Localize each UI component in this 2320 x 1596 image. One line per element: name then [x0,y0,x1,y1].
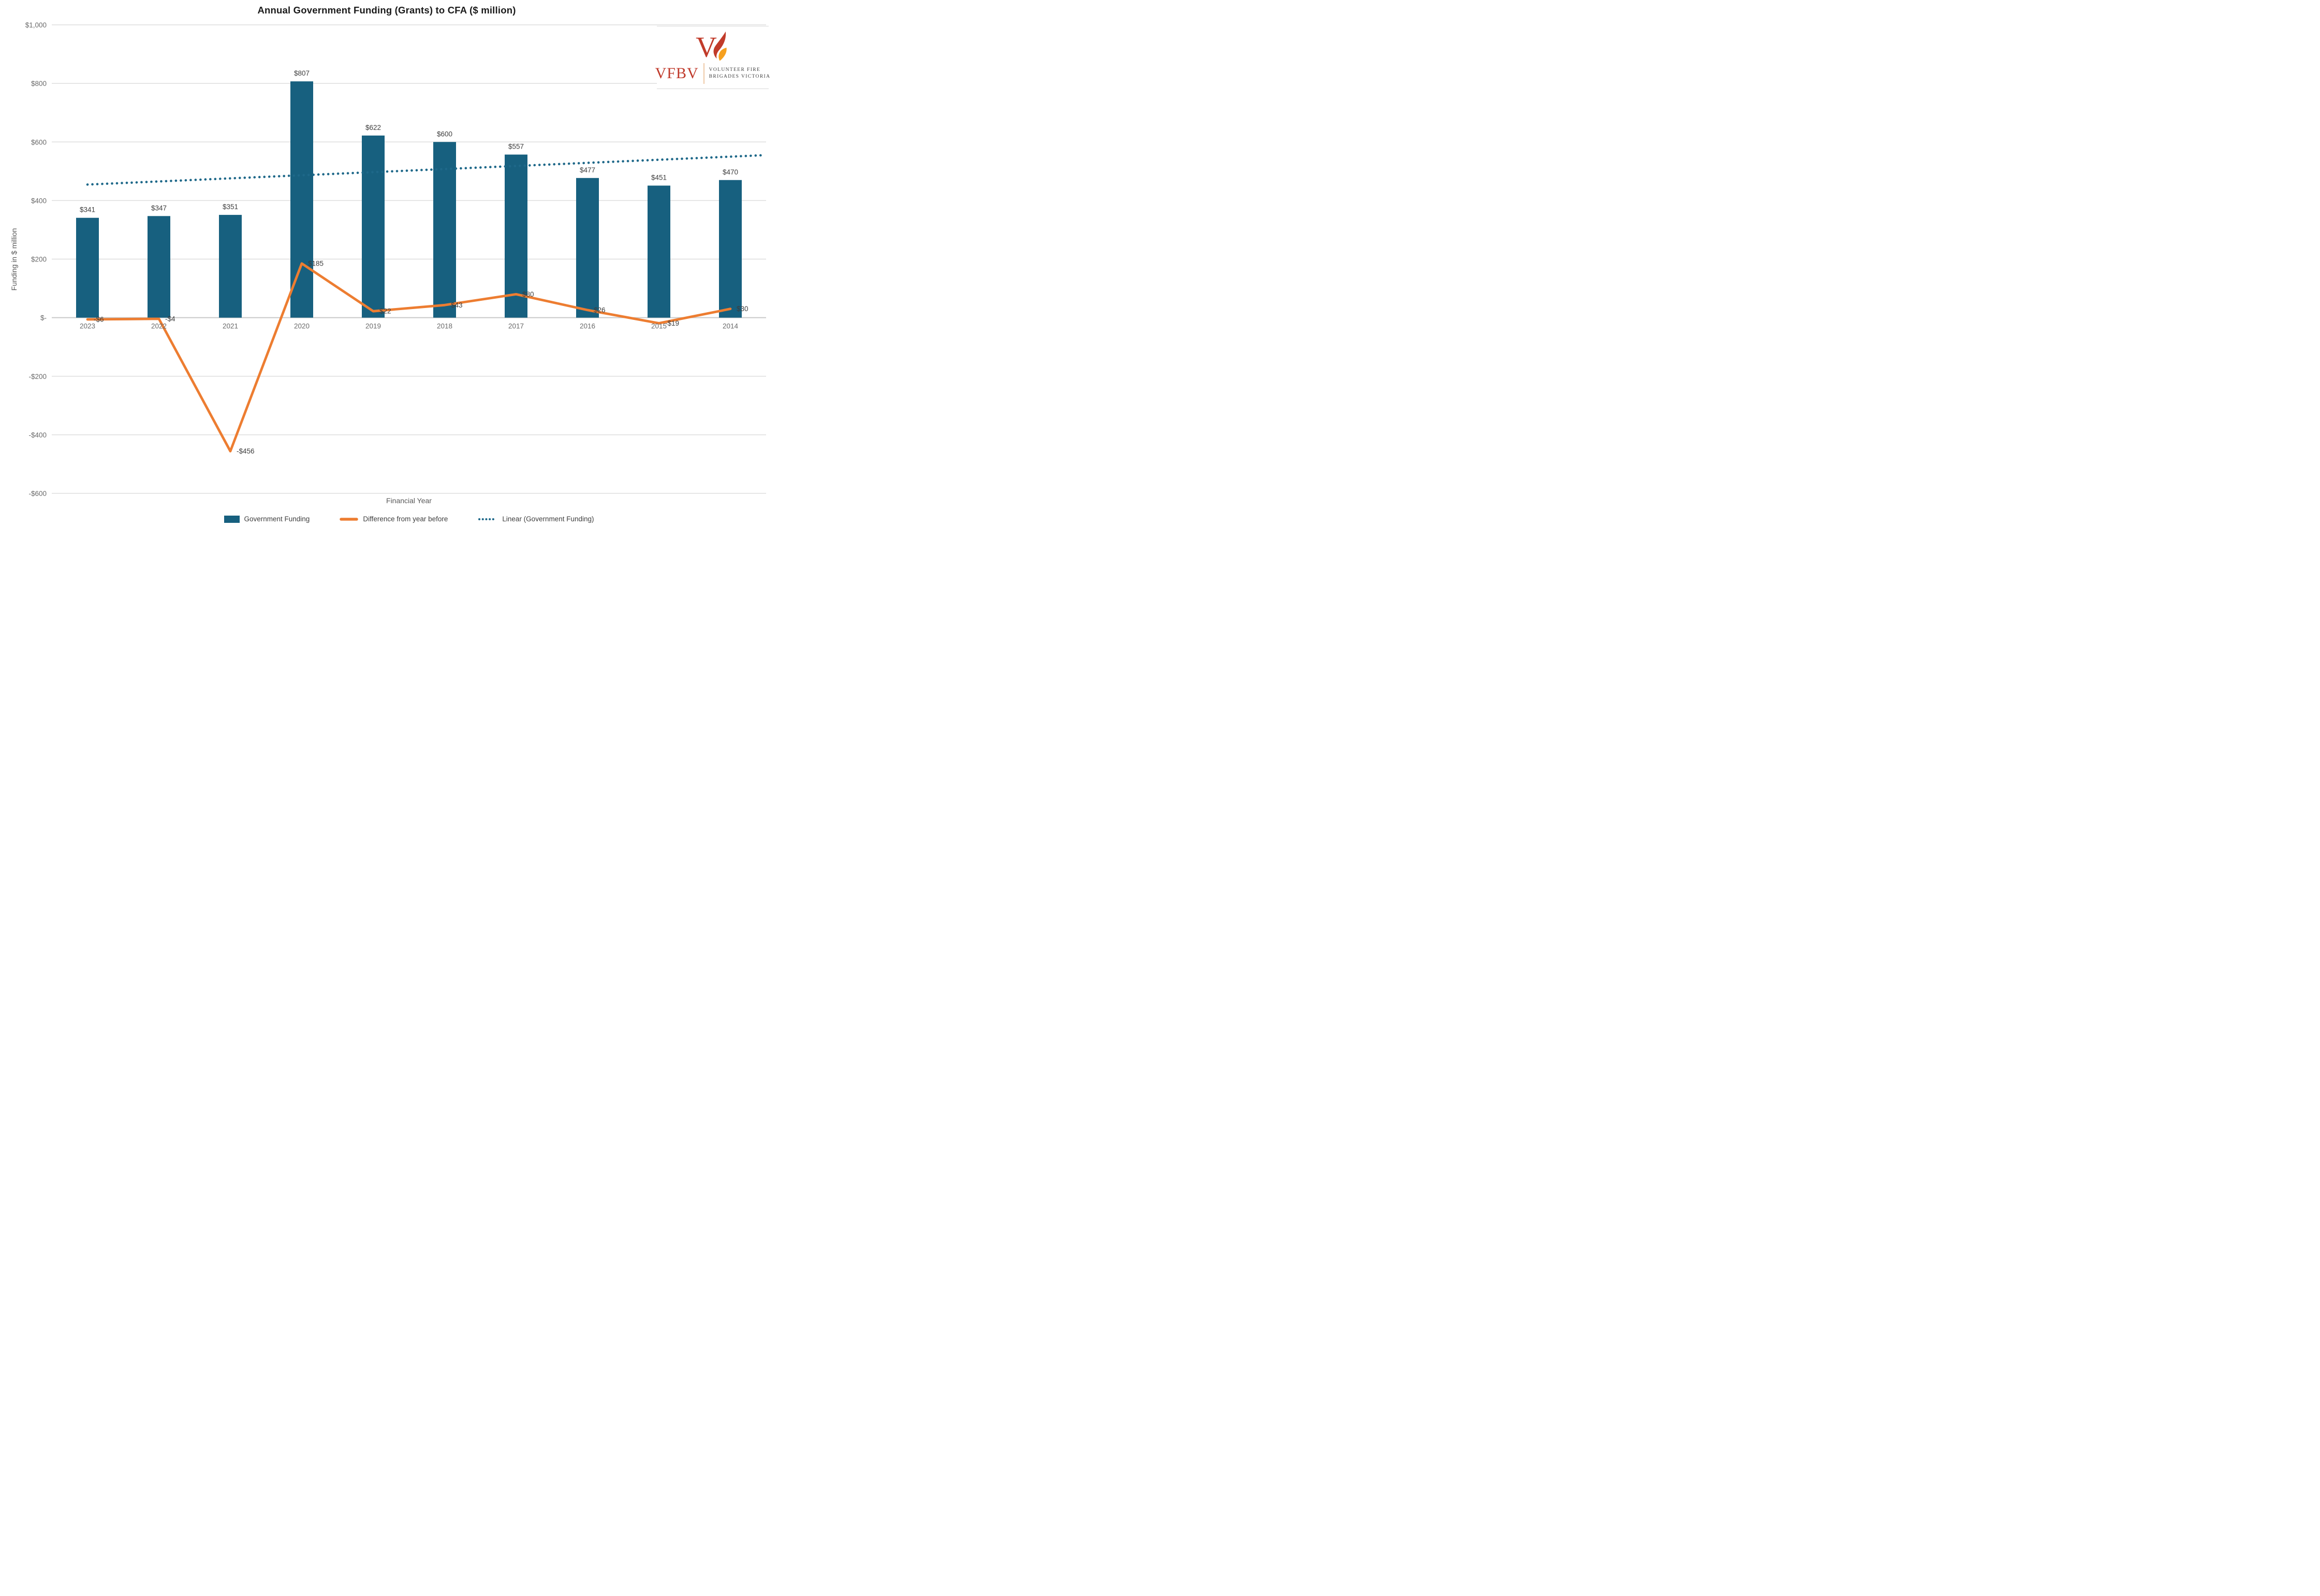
bar-label-2017: $557 [508,143,524,151]
bar-series [76,81,742,318]
bar-2018 [433,142,456,318]
x-tick-2020: 2020 [294,323,310,330]
y-tick-label: $200 [31,256,47,263]
y-tick-label: -$200 [28,373,47,380]
chart-legend: Government Funding Difference from year … [52,515,766,523]
chart-title: Annual Government Funding (Grants) to CF… [257,5,516,16]
legend-item-linear: Linear (Government Funding) [478,515,594,523]
y-tick-label: $- [40,314,47,322]
bar-label-2018: $600 [437,130,452,138]
legend-label: Difference from year before [363,515,448,523]
y-tick-label: -$600 [28,490,47,497]
difference-labels: -$6 -$4 -$456 $185 $22 $43 $80 $26 -$19 $30 [94,259,748,455]
bar-label-2014: $470 [723,168,738,176]
y-tick-label: $1,000 [25,21,47,29]
trendline [86,154,765,186]
bar-2020 [290,81,313,318]
x-axis-title: Financial Year [386,496,432,505]
logo-org-name: VOLUNTEER FIRE BRIGADES VICTORIA [709,67,771,80]
y-axis-title: Funding in $ million [10,228,18,291]
y-tick-label: -$400 [28,431,47,439]
legend-label: Government Funding [244,515,310,523]
difference-line [86,262,732,452]
x-tick-2015: 2015 [651,323,667,330]
bar-label-2016: $477 [580,166,595,174]
bar-2022 [148,216,170,318]
bar-2015 [648,185,670,318]
x-axis-ticks: 2023 2022 2021 2020 2019 2018 2017 2016 2015 2014 [80,323,739,330]
diff-label-2020: $185 [308,259,324,267]
chart-plot: $1,000$800$600$400$200$--$200-$400-$600$… [25,21,766,497]
diff-label-2021: -$456 [237,447,255,455]
diff-label-2023: -$6 [94,316,104,324]
bar-2014 [719,180,742,318]
x-tick-2014: 2014 [723,323,739,330]
bar-label-2022: $347 [151,204,167,212]
bar-2016 [576,178,599,318]
x-tick-2018: 2018 [437,323,452,330]
y-tick-label: $400 [31,197,47,204]
vfbv-logo: V VFBV VOLUNTEER FIRE BRIGADES VICTORIA [655,26,771,89]
diff-label-2022: -$4 [165,315,175,323]
bar-2019 [362,135,385,318]
legend-bar-swatch [224,515,240,523]
chart-canvas: $1,000 $800 $600 $400 $200 $- -$200 -$400 -$600 $… [0,0,773,532]
bar-2023 [76,217,99,318]
legend-dotted-swatch [478,518,498,520]
logo-text-row: VFBV VOLUNTEER FIRE BRIGADES VICTORIA [655,63,771,84]
svg-text:V: V [696,32,717,62]
bar-label-2015: $451 [651,174,667,182]
y-tick-label: $800 [31,80,47,87]
y-axis-ticks: $1,000 $800 $600 $400 $200 $- -$200 -$400 -$600 [25,21,47,497]
bar-2017 [505,154,527,318]
diff-label-2019: $22 [379,308,391,315]
logo-org-line1: VOLUNTEER FIRE [709,67,761,73]
bar-2021 [219,215,242,318]
legend-item-government-funding: Government Funding [224,515,310,523]
diff-label-2014: $30 [737,305,748,313]
diff-label-2015: -$19 [665,319,679,327]
x-tick-2019: 2019 [365,323,381,330]
bar-label-2021: $351 [223,203,238,211]
vfbv-flame-icon: V [696,30,728,62]
flame-red [712,30,727,62]
bar-label-2023: $341 [80,206,95,214]
bar-label-2019: $622 [365,124,381,131]
legend-line-swatch [340,517,359,521]
logo-org-line2: BRIGADES VICTORIA [709,74,771,79]
x-tick-2022: 2022 [151,323,167,330]
y-tick-label: $600 [31,138,47,146]
diff-label-2016: $26 [594,306,606,314]
x-tick-2021: 2021 [223,323,238,330]
bar-label-2020: $807 [294,69,310,77]
legend-label: Linear (Government Funding) [502,515,594,523]
x-tick-2016: 2016 [580,323,595,330]
gridlines [52,24,766,494]
bar-value-labels: $341 $347 $351 $807 $622 $600 $557 $477 $451 $470 [80,69,738,214]
legend-item-difference: Difference from year before [340,515,448,523]
x-tick-2023: 2023 [80,323,95,330]
diff-label-2017: $80 [522,290,534,298]
diff-label-2018: $43 [451,301,463,309]
logo-abbr: VFBV [655,65,699,82]
flame-orange [717,46,728,62]
x-tick-2017: 2017 [508,323,524,330]
logo-divider [703,63,704,84]
